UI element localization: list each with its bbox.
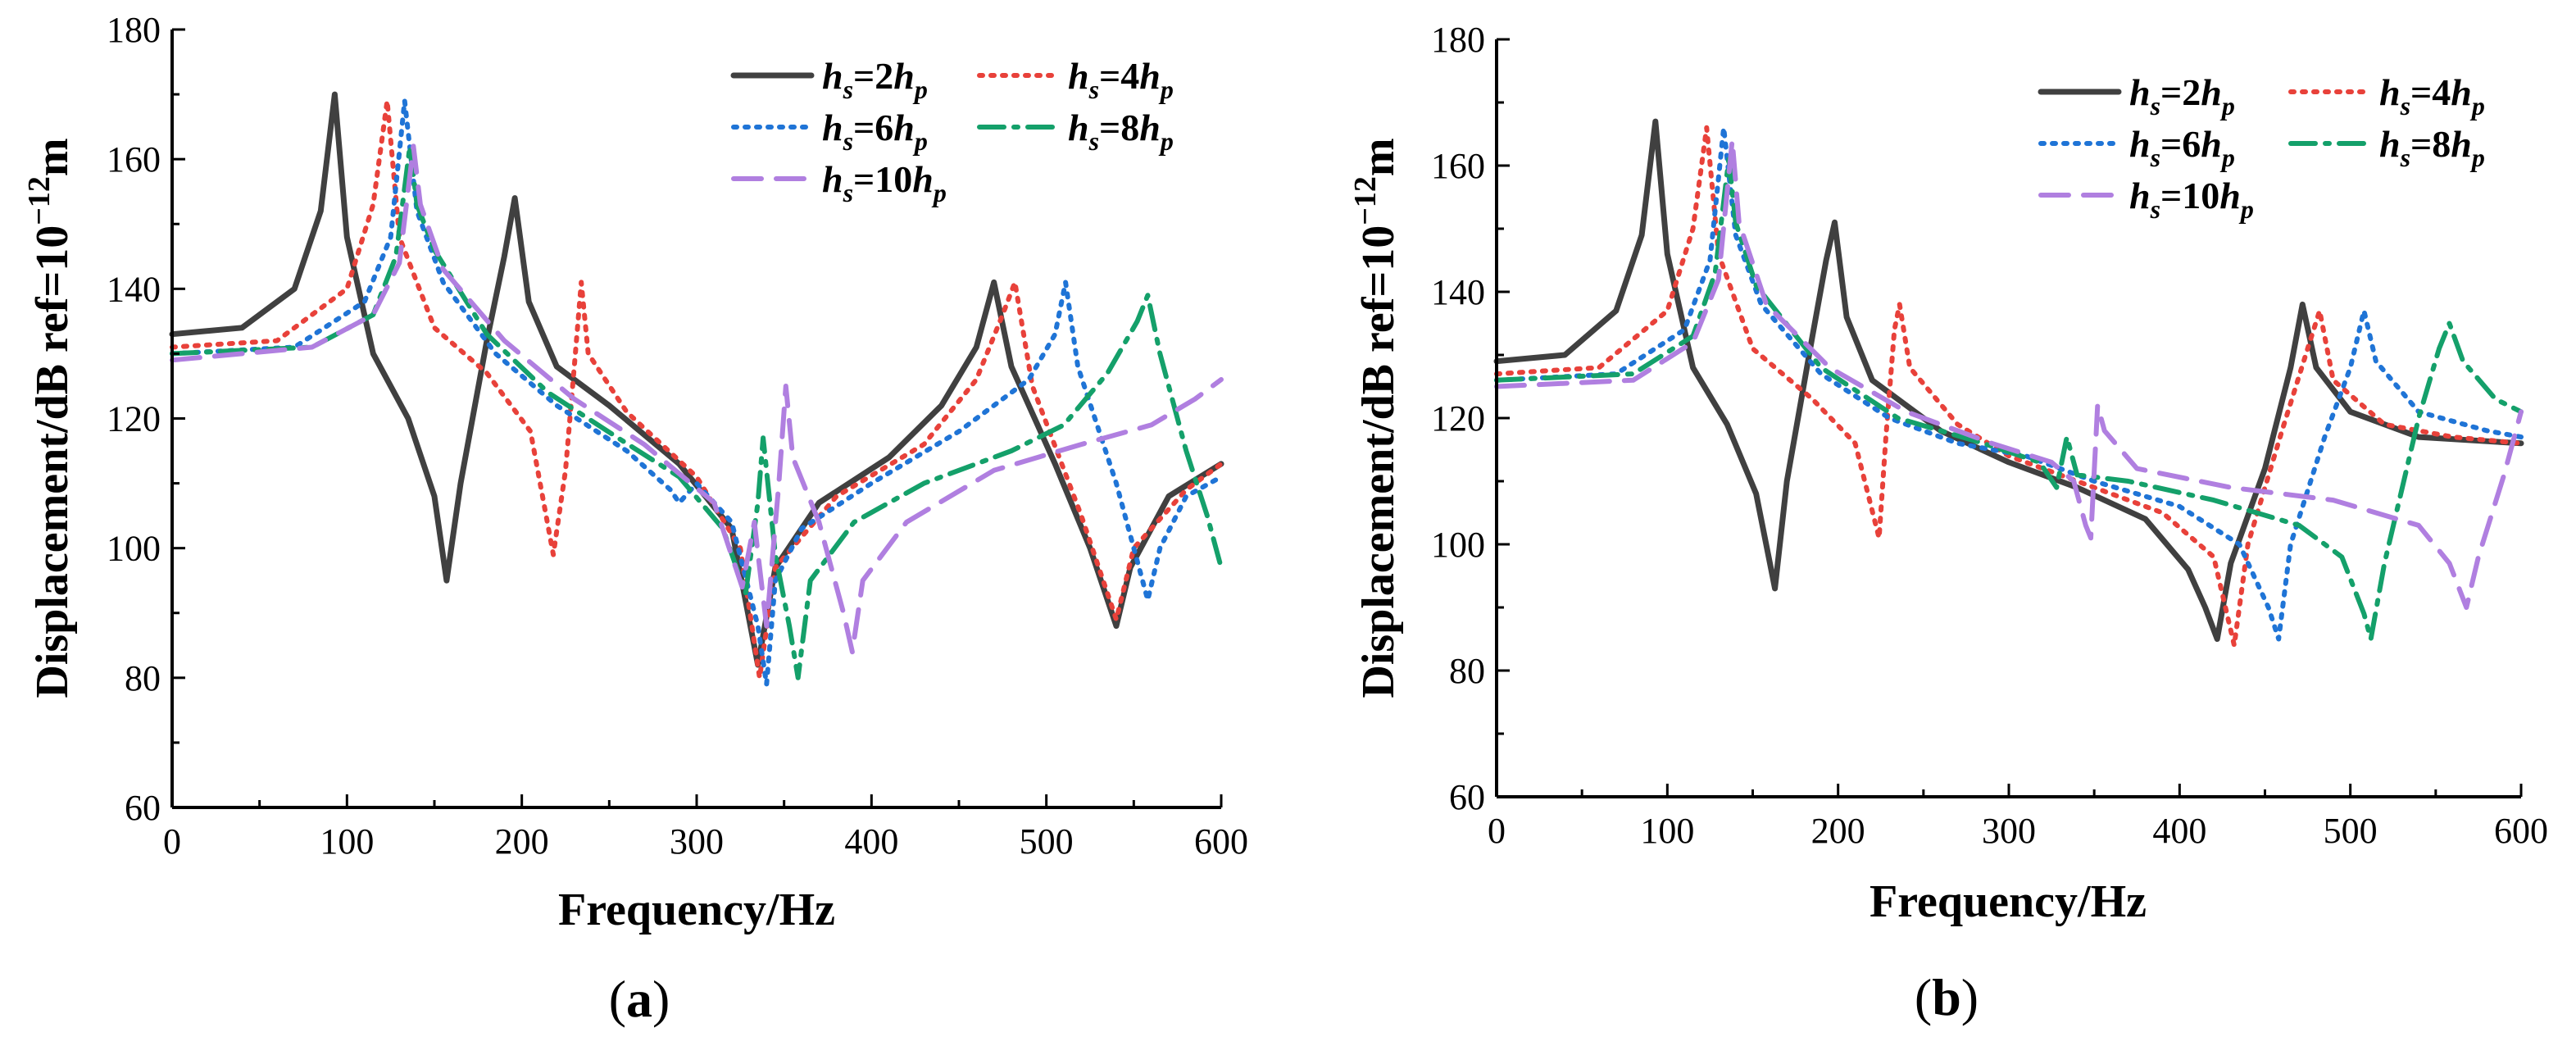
y-tick-label: 80 bbox=[1449, 651, 1485, 691]
y-tick-label: 140 bbox=[1431, 272, 1485, 312]
legend-label-4: hs=8hp bbox=[1068, 107, 1174, 156]
tick-layer: 0 100 200 300 400 500 600 60 80 100 120 140 160 180 bbox=[107, 10, 1248, 862]
y-tick-label: 180 bbox=[1431, 20, 1485, 60]
legend-label-3: hs=6hp bbox=[822, 107, 928, 156]
y-tick-label: 60 bbox=[1449, 777, 1485, 817]
x-tick-label: 400 bbox=[2152, 811, 2206, 851]
legend-label-1: hs=2hp bbox=[822, 55, 928, 104]
x-tick-label: 500 bbox=[2324, 811, 2378, 851]
x-axis-title: Frequency/Hz bbox=[558, 885, 835, 935]
y-tick-label: 160 bbox=[1431, 146, 1485, 186]
series-line-1 bbox=[169, 91, 1224, 668]
chart-panel-b: 0 100 200 300 400 500 600 60 80 100 120 140 160 180 F… bbox=[1348, 20, 2548, 1026]
legend-label-2: hs=4hp bbox=[1068, 55, 1174, 104]
x-tick-label: 300 bbox=[1982, 811, 2036, 851]
y-tick-label: 160 bbox=[107, 139, 161, 180]
x-tick-label: 300 bbox=[670, 821, 724, 862]
legend-label-5: hs=10hp bbox=[822, 158, 947, 207]
y-axis-title: Displacement/dB ref=10−12m bbox=[1348, 138, 1404, 698]
x-tick-label: 200 bbox=[495, 821, 549, 862]
series-line-3 bbox=[1494, 125, 2524, 642]
y-tick-label: 100 bbox=[107, 529, 161, 569]
series-line-1 bbox=[1493, 118, 2524, 642]
legend-label-2: hs=4hp bbox=[2379, 71, 2485, 121]
legend-label-4: hs=8hp bbox=[2379, 123, 2485, 172]
x-tick-label: 500 bbox=[1020, 821, 1074, 862]
series-line-4 bbox=[1494, 157, 2524, 642]
y-tick-label: 120 bbox=[107, 399, 161, 439]
x-tick-label: 200 bbox=[1811, 811, 1865, 851]
legend-label-5: hs=10hp bbox=[2129, 175, 2254, 224]
y-tick-label: 120 bbox=[1431, 398, 1485, 439]
series-line-5 bbox=[1494, 138, 2524, 610]
y-tick-label: 180 bbox=[107, 10, 161, 50]
x-tick-label: 600 bbox=[2494, 811, 2548, 851]
y-axis-title: Displacement/dB ref=10−12m bbox=[22, 138, 78, 698]
series-layer bbox=[1493, 118, 2524, 648]
x-tick-label: 0 bbox=[163, 821, 181, 862]
series-line-5 bbox=[170, 143, 1224, 655]
panel-label-b: (b) bbox=[1915, 968, 1979, 1026]
legend-label-1: hs=2hp bbox=[2129, 71, 2235, 121]
x-tick-label: 600 bbox=[1194, 821, 1248, 862]
series-layer bbox=[169, 91, 1224, 687]
y-tick-label: 60 bbox=[125, 788, 161, 828]
series-line-2 bbox=[1494, 125, 2524, 648]
chart-panel-a: 0 100 200 300 400 500 600 60 80 100 120 140 160 180 F… bbox=[22, 10, 1248, 1028]
y-tick-label: 140 bbox=[107, 269, 161, 309]
y-tick-label: 80 bbox=[125, 658, 161, 698]
x-tick-label: 100 bbox=[320, 821, 374, 862]
x-axis-title: Frequency/Hz bbox=[1870, 876, 2147, 927]
x-tick-label: 100 bbox=[1640, 811, 1694, 851]
legend: hs=2hp hs=4hp hs=6hp hs=8hp hs=10hp bbox=[730, 55, 1174, 207]
legend: hs=2hp hs=4hp hs=6hp hs=8hp hs=10hp bbox=[2038, 71, 2485, 224]
series-line-2 bbox=[170, 98, 1224, 680]
y-tick-label: 100 bbox=[1431, 525, 1485, 565]
tick-layer: 0 100 200 300 400 500 600 60 80 100 120 140 160 180 bbox=[1431, 20, 2548, 851]
series-line-3 bbox=[170, 98, 1224, 687]
x-tick-label: 0 bbox=[1488, 811, 1506, 851]
x-tick-label: 400 bbox=[844, 821, 898, 862]
series-line-4 bbox=[170, 143, 1224, 680]
panel-label-a: (a) bbox=[609, 970, 670, 1028]
legend-label-3: hs=6hp bbox=[2129, 123, 2235, 172]
